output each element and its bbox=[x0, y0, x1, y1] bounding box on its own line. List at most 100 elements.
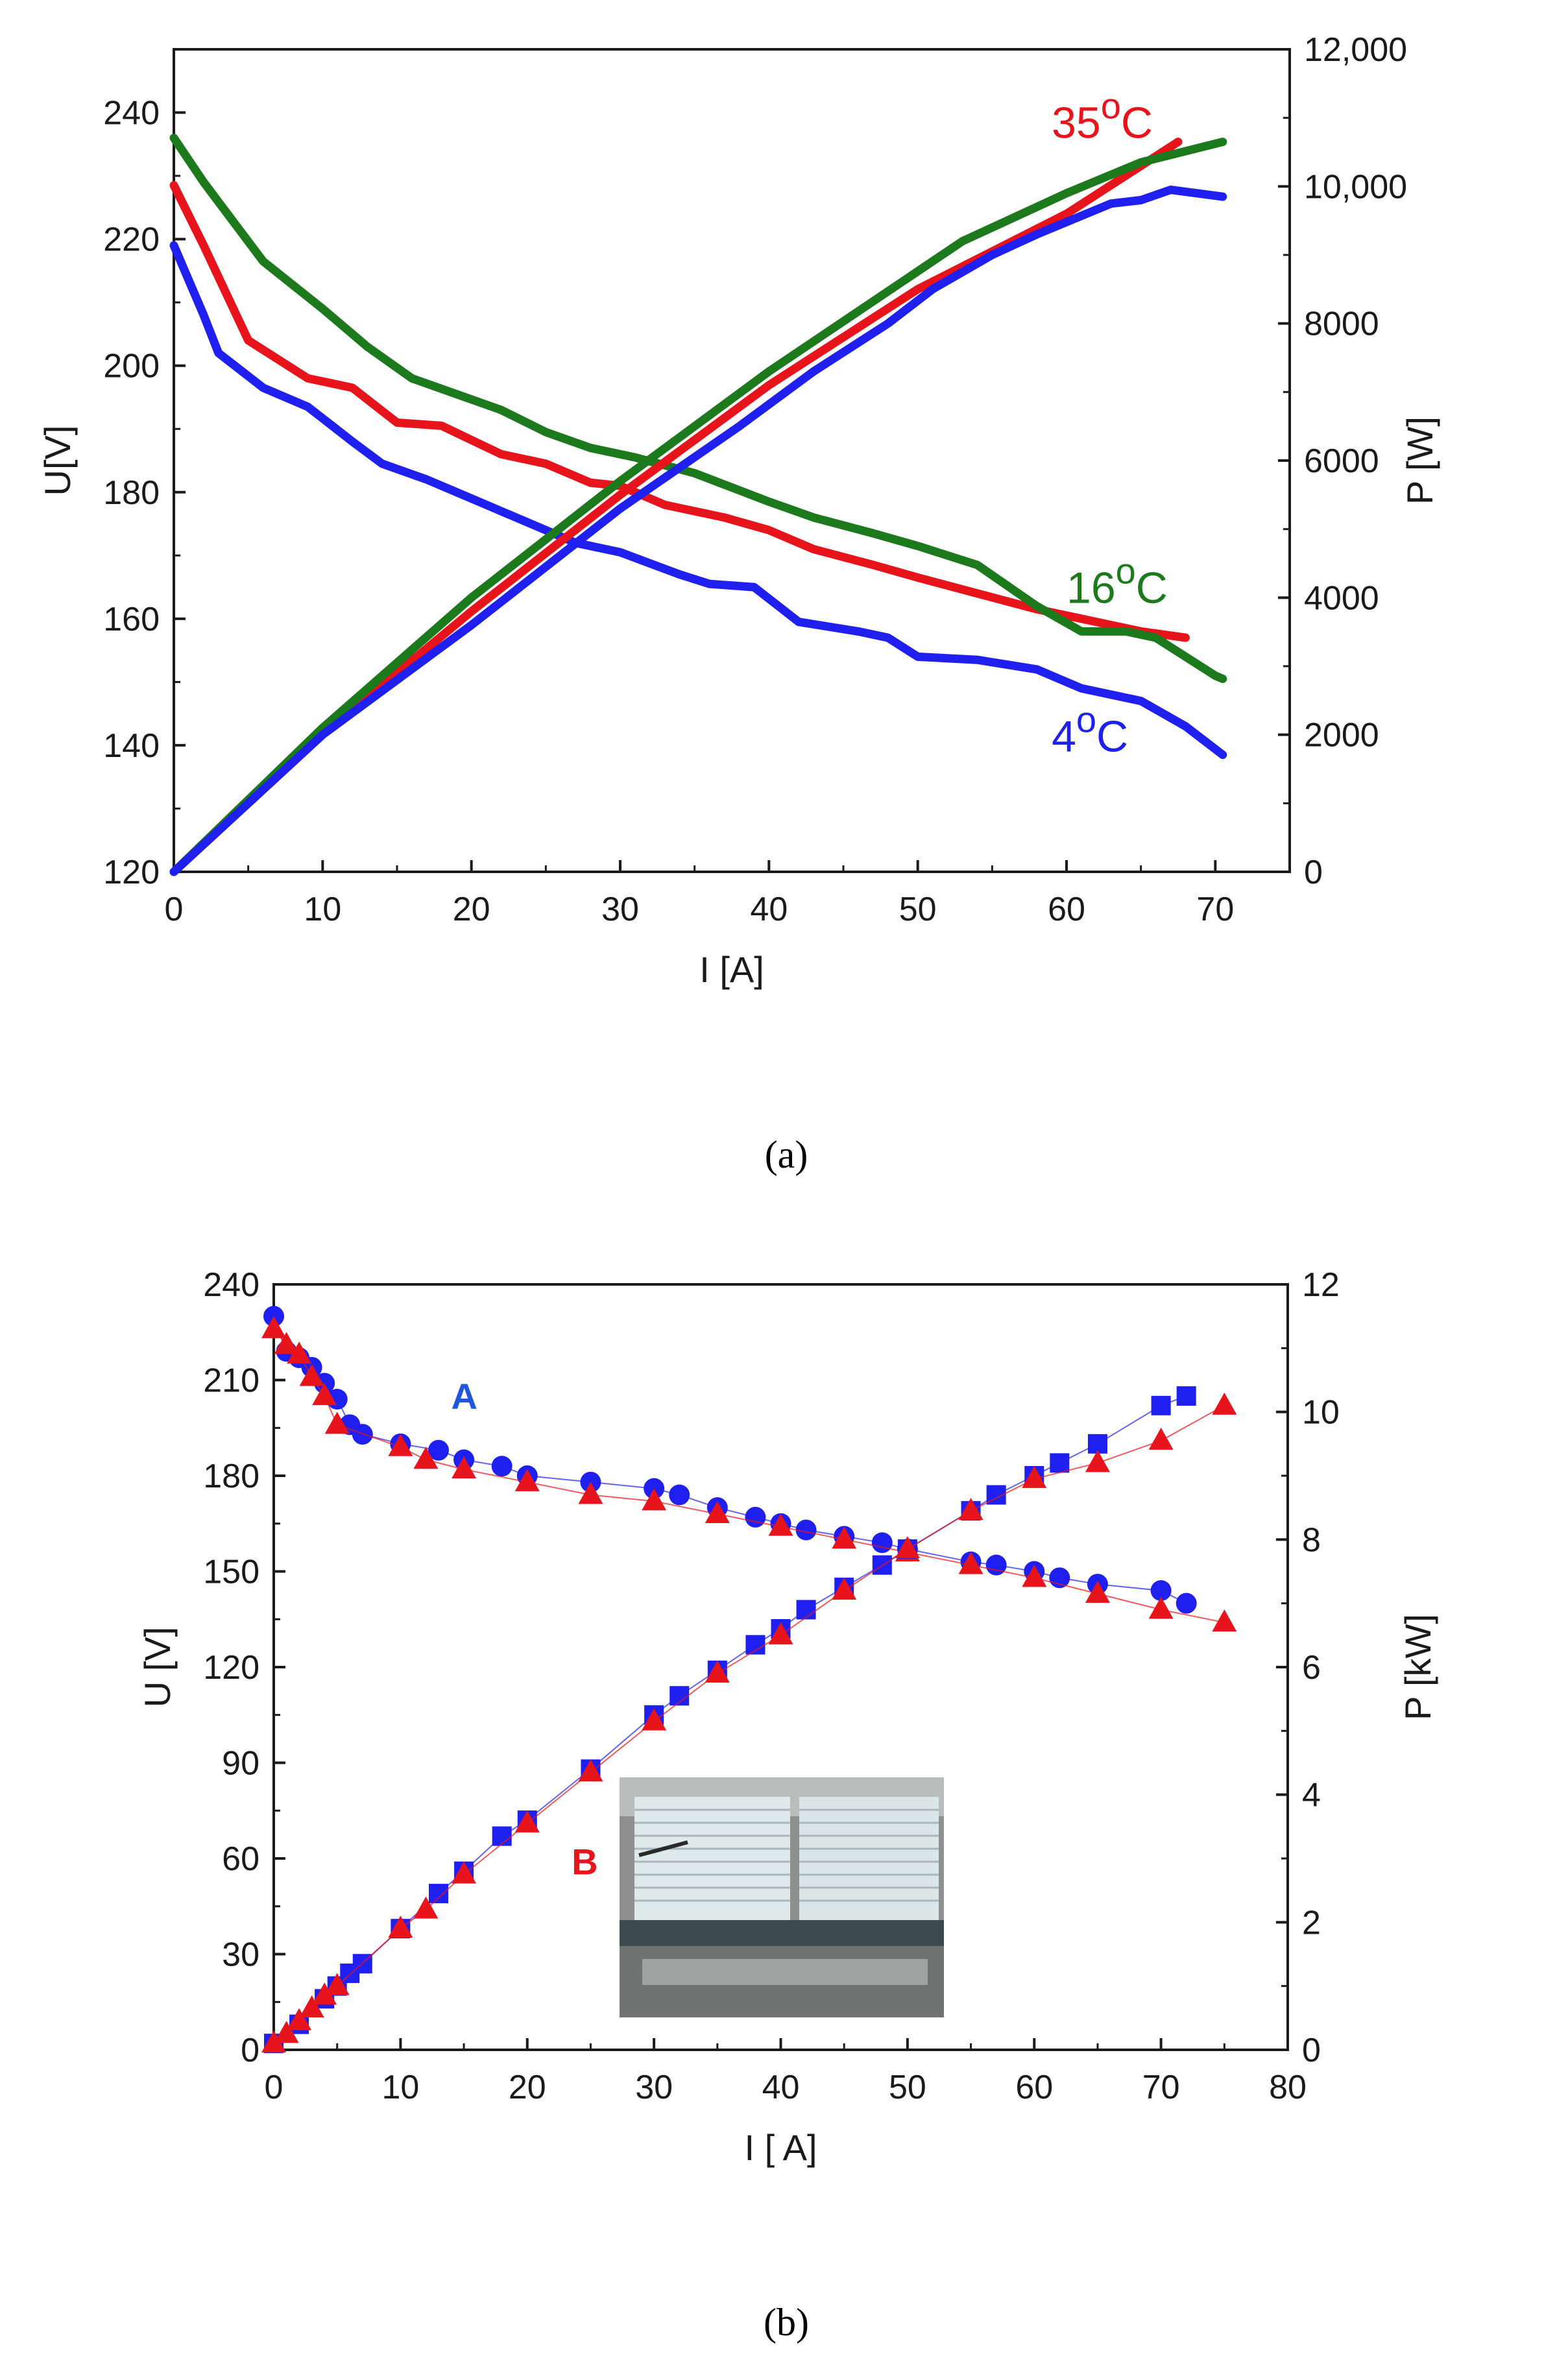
data-point bbox=[1050, 1453, 1070, 1473]
y-right-tick-label: 0 bbox=[1302, 2032, 1321, 2069]
data-point bbox=[796, 1600, 816, 1620]
panel-a-sublabel: (a) bbox=[765, 1133, 808, 1176]
data-point bbox=[492, 1826, 512, 1846]
data-point bbox=[1049, 1567, 1070, 1589]
x-tick-label: 20 bbox=[509, 2069, 546, 2106]
y-right-axis-label: P [kW] bbox=[1397, 1614, 1438, 1720]
x-tick-label: 0 bbox=[265, 2069, 283, 2106]
y-right-axis-label: P [W] bbox=[1399, 416, 1440, 505]
y-right-tick-label: 10 bbox=[1302, 1394, 1340, 1432]
data-point bbox=[287, 1341, 312, 1364]
data-point bbox=[413, 1447, 439, 1469]
x-tick-label: 30 bbox=[601, 891, 639, 928]
x-tick-label: 70 bbox=[1196, 891, 1234, 928]
data-point bbox=[413, 1896, 439, 1919]
y-right-tick-label: 12 bbox=[1302, 1266, 1340, 1304]
data-point bbox=[312, 1982, 337, 2005]
data-point bbox=[312, 1383, 337, 1406]
y-right-tick-label: 6 bbox=[1302, 1649, 1321, 1687]
data-point bbox=[1212, 1392, 1237, 1415]
data-point bbox=[578, 1759, 603, 1782]
data-point bbox=[388, 1916, 413, 1938]
data-point bbox=[1022, 1465, 1047, 1488]
series-0 bbox=[169, 181, 1190, 642]
data-point bbox=[452, 1456, 477, 1479]
data-point bbox=[745, 1506, 766, 1528]
series-3 bbox=[261, 1392, 1237, 2053]
data-point bbox=[642, 1488, 667, 1511]
x-tick-label: 60 bbox=[1048, 891, 1085, 928]
series-5 bbox=[169, 186, 1227, 876]
panel-a-chart: 0 10 20 30 40 50 60 70 120 140 160 180 200 220 240 0 200… bbox=[37, 31, 1440, 990]
legend-label: 16oC bbox=[1067, 550, 1168, 612]
series-connector bbox=[273, 1316, 1187, 1604]
data-point bbox=[299, 1995, 324, 2018]
y-left-tick-label: 160 bbox=[103, 601, 160, 638]
x-tick-label: 80 bbox=[1269, 2069, 1307, 2106]
data-point bbox=[871, 1532, 893, 1554]
y-left-tick-label: 30 bbox=[222, 1936, 259, 1974]
data-point bbox=[428, 1439, 449, 1461]
y-left-tick-label: 180 bbox=[203, 1458, 259, 1495]
y-left-tick-label: 140 bbox=[103, 727, 160, 765]
data-point bbox=[324, 1973, 350, 1995]
y-right-tick-label: 4000 bbox=[1304, 579, 1379, 617]
data-point bbox=[705, 1501, 730, 1523]
data-point bbox=[274, 1332, 299, 1354]
data-point bbox=[705, 1660, 730, 1683]
data-point bbox=[1151, 1395, 1171, 1415]
series-line bbox=[169, 134, 1227, 683]
data-point bbox=[1212, 1609, 1237, 1632]
series-connector bbox=[273, 1328, 1225, 1624]
x-tick-label: 50 bbox=[899, 891, 937, 928]
data-point bbox=[768, 1513, 793, 1536]
series-line bbox=[169, 186, 1227, 876]
data-point bbox=[669, 1484, 690, 1506]
y-right-tick-label: 6000 bbox=[1304, 442, 1379, 480]
data-point bbox=[1148, 1427, 1174, 1450]
y-left-axis-label: U [V] bbox=[137, 1627, 178, 1707]
series-1 bbox=[169, 134, 1227, 683]
data-point bbox=[832, 1526, 857, 1549]
x-tick-label: 10 bbox=[381, 2069, 419, 2106]
series-annotation: A bbox=[452, 1376, 477, 1417]
y-left-tick-label: 150 bbox=[203, 1554, 259, 1591]
y-left-tick-label: 240 bbox=[203, 1266, 259, 1304]
data-point bbox=[452, 1861, 477, 1884]
data-point bbox=[578, 1482, 603, 1504]
data-point bbox=[287, 2008, 312, 2030]
series-4 bbox=[169, 138, 1227, 876]
y-left-tick-label: 90 bbox=[222, 1745, 259, 1783]
data-point bbox=[514, 1810, 540, 1833]
x-tick-label: 70 bbox=[1142, 2069, 1180, 2106]
solar-panel-photo bbox=[620, 1777, 944, 2017]
y-right-tick-label: 12,000 bbox=[1304, 31, 1407, 69]
y-left-tick-label: 180 bbox=[103, 474, 160, 512]
data-point bbox=[428, 1884, 448, 1904]
x-tick-label: 10 bbox=[304, 891, 341, 928]
y-left-tick-label: 210 bbox=[203, 1362, 259, 1400]
legend-label: 4oC bbox=[1052, 699, 1128, 762]
y-left-axis-label: U[V] bbox=[37, 426, 78, 496]
series-1 bbox=[261, 1316, 1237, 1632]
data-point bbox=[299, 1364, 324, 1386]
y-left-tick-label: 240 bbox=[103, 95, 160, 132]
panel-b-chart: 0 10 20 30 40 50 60 70 8003060901201501802102400… bbox=[137, 1266, 1438, 2168]
data-point bbox=[745, 1635, 766, 1655]
y-left-tick-label: 200 bbox=[103, 348, 160, 385]
y-left-tick-label: 120 bbox=[203, 1649, 259, 1687]
data-point bbox=[1176, 1386, 1196, 1406]
x-axis-label: I [ A] bbox=[744, 2127, 817, 2168]
data-point bbox=[261, 1316, 286, 1338]
data-point bbox=[895, 1536, 920, 1559]
data-point bbox=[261, 2030, 286, 2053]
x-tick-label: 0 bbox=[165, 891, 184, 928]
y-right-tick-label: 2000 bbox=[1304, 717, 1379, 754]
y-right-tick-label: 2 bbox=[1302, 1904, 1321, 1941]
data-point bbox=[795, 1519, 817, 1541]
data-point bbox=[1150, 1580, 1172, 1601]
y-right-tick-label: 10,000 bbox=[1304, 168, 1407, 206]
x-tick-label: 50 bbox=[889, 2069, 926, 2106]
data-point bbox=[491, 1456, 513, 1477]
